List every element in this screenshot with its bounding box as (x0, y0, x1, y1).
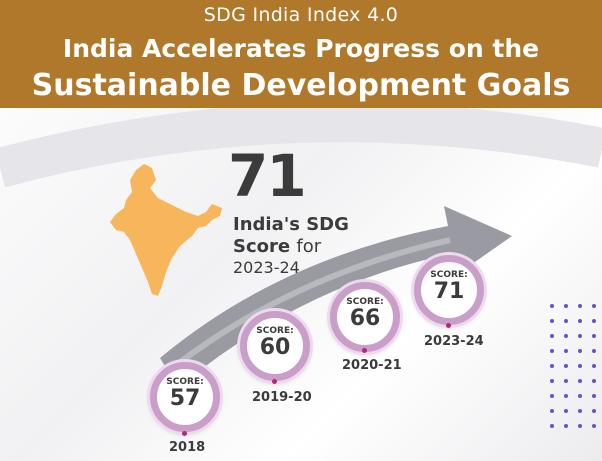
timeline-dot (272, 379, 277, 384)
score-badge-2018: SCORE: 57 (150, 362, 220, 432)
india-map-icon (110, 164, 222, 296)
background-graphics (0, 108, 602, 428)
title-line-1: India Accelerates Progress on the (62, 34, 540, 63)
milestone-year: 2020-21 (342, 358, 402, 373)
score-badge-label: SCORE: (166, 377, 204, 387)
progress-arrow (160, 206, 512, 388)
score-badge-label: SCORE: (430, 270, 468, 280)
title-line-2: Sustainable Development Goals (31, 68, 571, 103)
score-badge-value: 66 (349, 306, 381, 331)
headline-year: 2023-24 (233, 258, 300, 277)
timeline-dot (182, 431, 187, 436)
timeline-dot (446, 323, 451, 328)
subtitle: SDG India Index 4.0 (203, 4, 399, 26)
milestone-year: 2018 (169, 440, 206, 455)
score-badge-2020-21: SCORE: 66 (330, 282, 400, 352)
score-badge-value: 60 (259, 335, 291, 360)
milestone-year: 2019-20 (252, 390, 312, 405)
headline-label-for: for (296, 236, 322, 257)
milestone-year: 2023-24 (424, 334, 484, 349)
score-badge-2023-24: SCORE: 71 (414, 255, 484, 325)
timeline-dot (362, 348, 367, 353)
score-badge-value: 71 (433, 279, 465, 304)
score-badge-2019-20: SCORE: 60 (240, 311, 310, 381)
headline-score: 71 (228, 142, 307, 210)
dot-grid-icon (550, 304, 596, 428)
score-badge-value: 57 (169, 386, 201, 411)
headline-label: India's SDG Score for (233, 214, 349, 258)
bg-swoosh (0, 108, 602, 188)
headline-label-line-1: India's SDG (233, 214, 349, 235)
arrow-highlight (168, 237, 451, 373)
header-banner: SDG India Index 4.0 India Accelerates Pr… (0, 0, 602, 108)
score-badge-label: SCORE: (256, 326, 294, 336)
headline-label-line-2: Score (233, 236, 291, 257)
score-badge-label: SCORE: (346, 297, 384, 307)
